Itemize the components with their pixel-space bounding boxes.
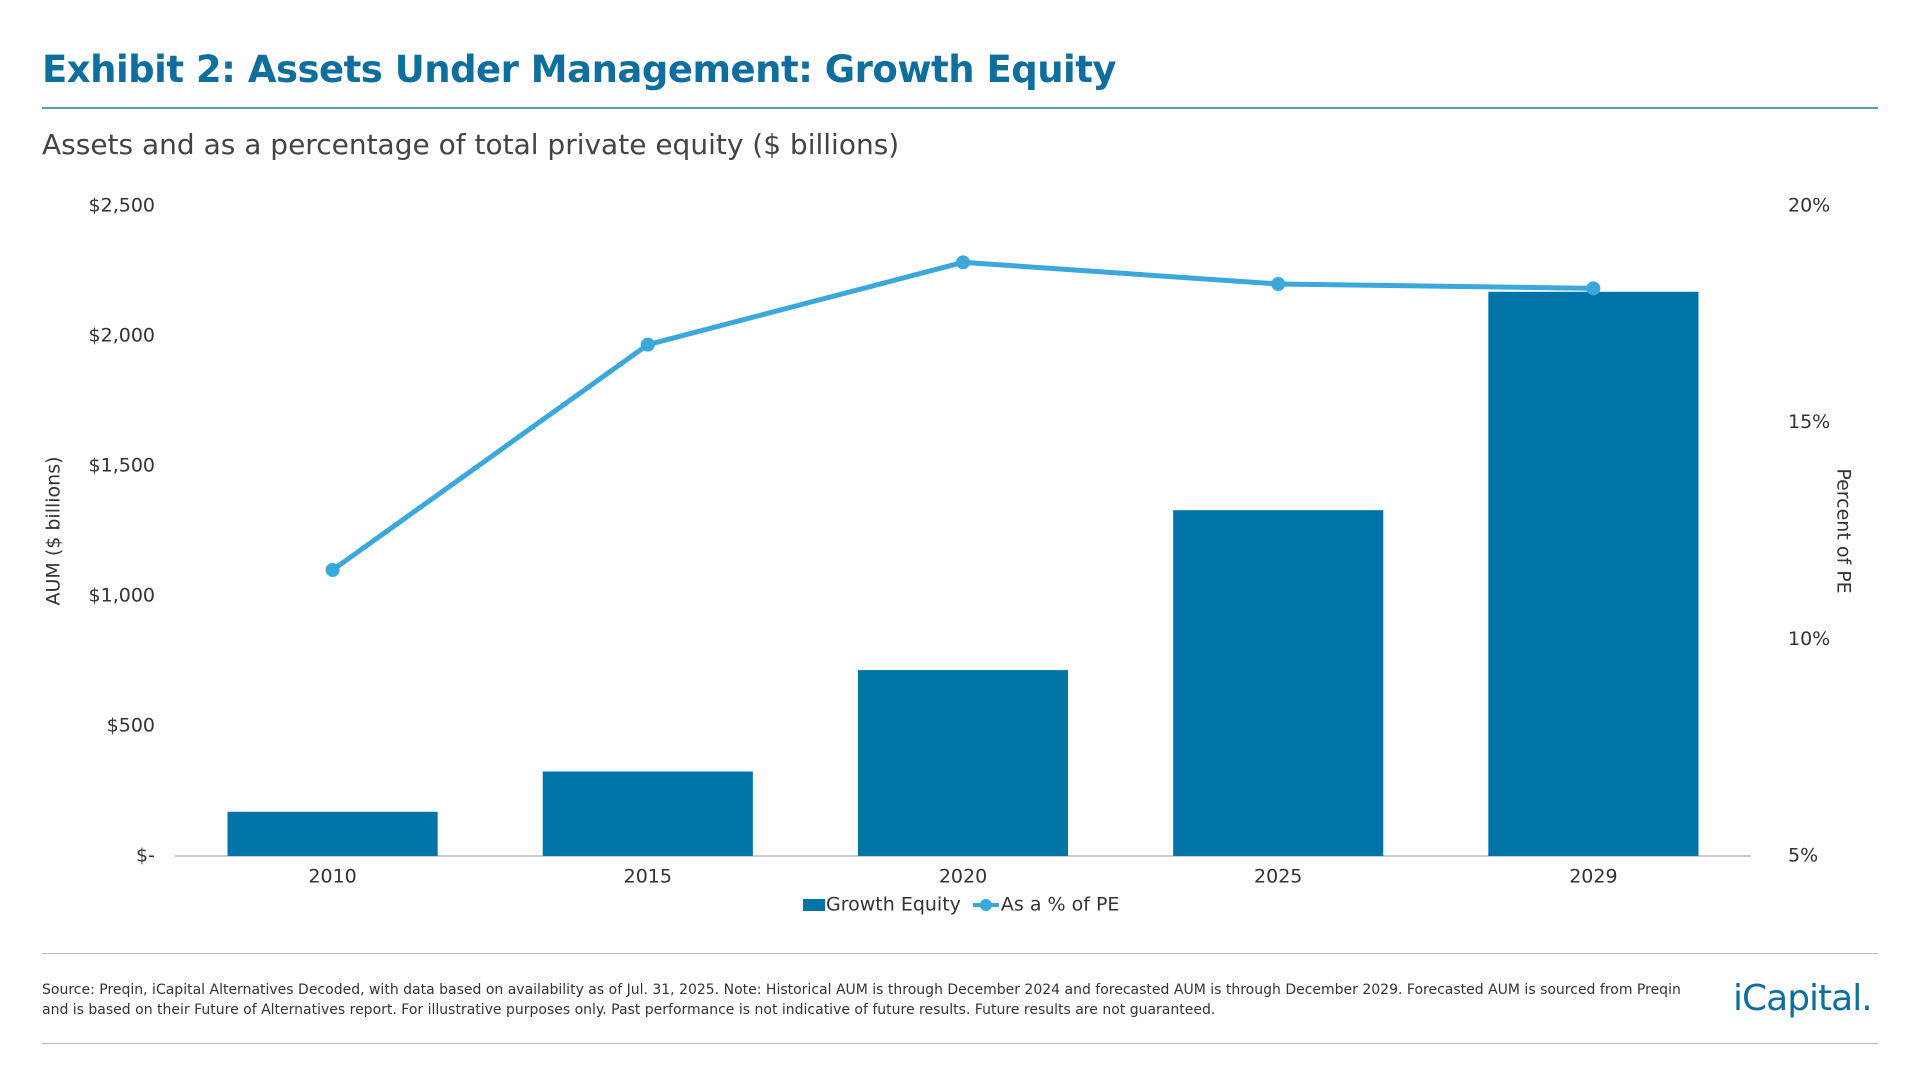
bar [227,811,438,856]
title-rule [42,107,1878,109]
legend-swatch [803,899,825,911]
y2-axis-title: Percent of PE [1833,468,1855,593]
line-point [1271,277,1286,291]
bottom-rule [42,1043,1878,1044]
y-tick-label: $1,000 [89,585,155,607]
y-tick-label: $2,500 [89,195,155,217]
chart: AUM ($ billions) Percent of PE $- $500 $1,… [43,195,1855,916]
legend-label: As a % of PE [1001,894,1120,916]
x-tick-label: 2029 [1569,866,1617,888]
y-axis-title: AUM ($ billions) [43,456,65,605]
legend-swatch-dot [979,899,992,911]
line-point [640,337,655,352]
bar [857,670,1069,856]
bar [542,771,753,856]
page-title: Exhibit 2: Assets Under Management: Grow… [42,48,1117,91]
line-point [325,563,340,577]
x-tick-label: 2025 [1254,866,1302,888]
y2-tick-label: 5% [1788,845,1818,867]
line-point [1586,281,1601,296]
y2-tick-label: 20% [1788,195,1830,217]
line [331,259,1594,573]
y2-tick-label: 10% [1788,628,1830,650]
chart-subtitle: Assets and as a percentage of total priv… [42,128,900,161]
y-tick-label: $1,500 [89,455,155,477]
line-point [956,255,970,270]
bar [1173,510,1384,856]
legend-label: Growth Equity [826,894,961,916]
y-tick-label: $- [136,845,155,867]
bar [1488,291,1699,856]
x-tick-label: 2010 [308,866,356,888]
y-tick-label: $2,000 [89,325,155,347]
source-note: Source: Preqin, iCapital Alternatives De… [42,982,1681,1018]
y-tick-label: $500 [107,715,155,737]
x-tick-label: 2015 [624,866,672,888]
footer-rule [42,953,1878,954]
logo: iCapital. [1733,978,1873,1019]
y2-tick-label: 15% [1788,411,1830,433]
x-tick-label: 2020 [939,866,987,888]
